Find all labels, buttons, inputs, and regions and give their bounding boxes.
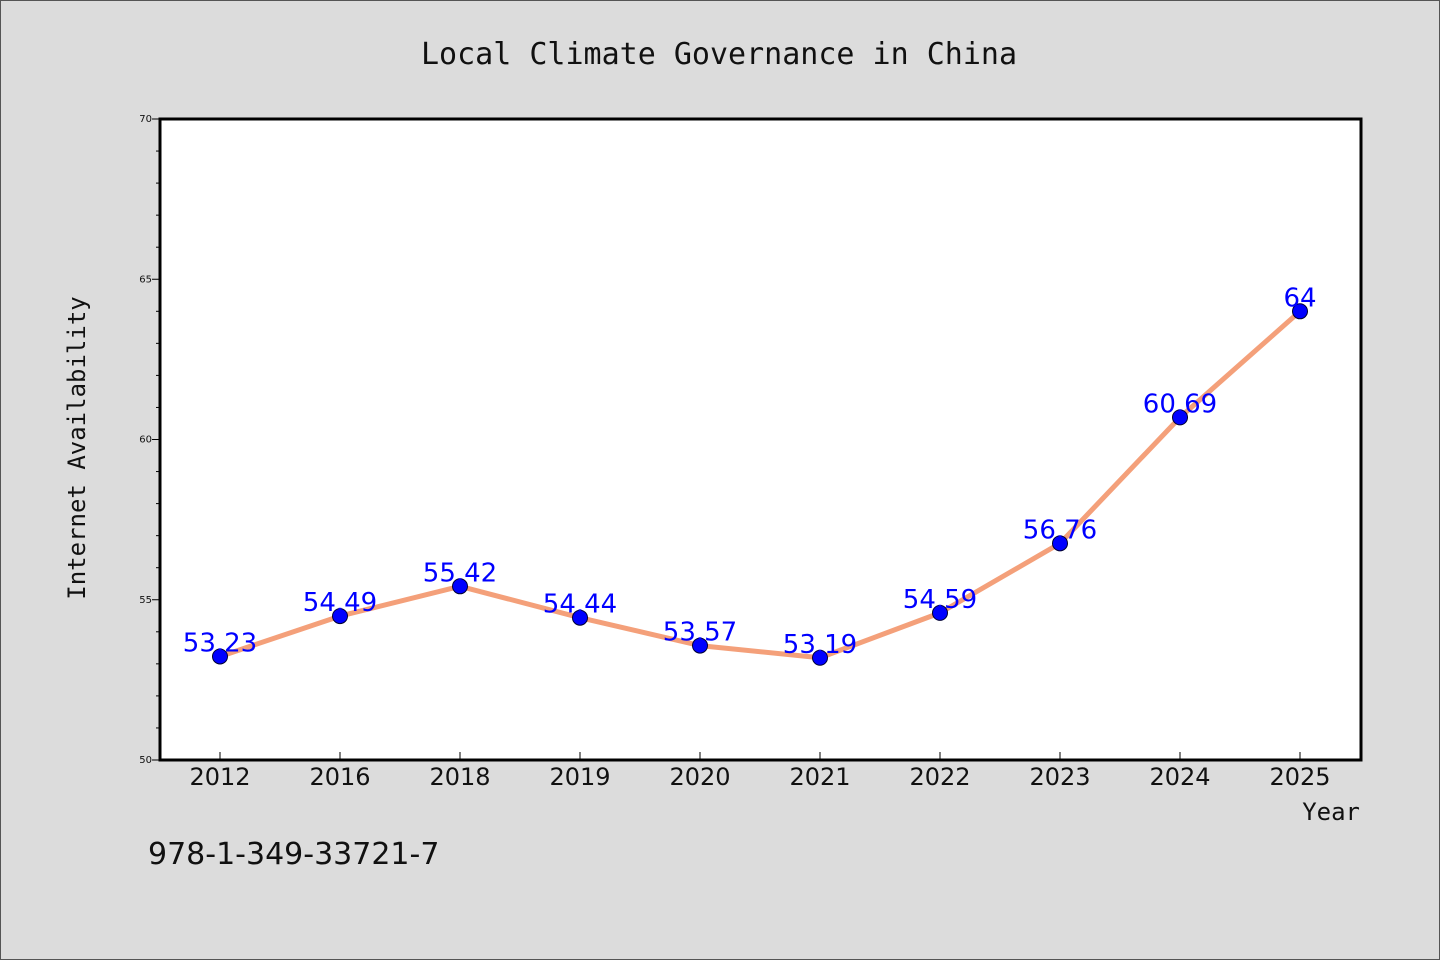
data-label: 60.69 [1143, 389, 1217, 419]
y-tick-label: 60 [139, 435, 152, 446]
data-label: 54.49 [303, 588, 377, 618]
data-point [452, 578, 468, 595]
data-point [932, 604, 948, 621]
x-tick-label: 2012 [189, 763, 250, 791]
x-tick-label: 2022 [909, 763, 970, 791]
y-tick-label: 55 [139, 595, 152, 606]
data-point [1052, 535, 1068, 552]
y-tick-label: 65 [139, 274, 152, 285]
x-tick-label: 2021 [789, 763, 850, 791]
data-label: 54.59 [903, 585, 977, 615]
data-markers [212, 303, 1308, 666]
x-tick-label: 2016 [309, 763, 370, 791]
x-tick-label: 2019 [549, 763, 610, 791]
data-point [1172, 409, 1188, 426]
data-label: 55.42 [423, 558, 497, 588]
plot-area [158, 117, 1363, 762]
data-point [572, 609, 588, 626]
data-label: 53.57 [663, 618, 737, 648]
y-axis: 50 55 60 65 70 [139, 114, 160, 766]
data-point [332, 608, 348, 625]
x-axis-label: Year [1302, 798, 1360, 826]
x-tick-label: 2025 [1269, 763, 1330, 791]
y-axis-label: Internet Availability [63, 296, 91, 599]
isbn-text: 978-1-349-33721-7 [148, 837, 439, 872]
data-point [812, 649, 828, 666]
x-axis: 2012 2016 2018 2019 2020 2021 2022 2023 2024 2025 [189, 752, 1331, 791]
y-tick-label: 70 [139, 114, 152, 125]
data-label: 54.44 [543, 590, 617, 620]
x-tick-label: 2023 [1029, 763, 1090, 791]
data-point [1292, 303, 1308, 320]
data-label: 53.23 [183, 628, 257, 658]
x-tick-label: 2020 [669, 763, 730, 791]
data-point [692, 637, 708, 654]
x-tick-label: 2018 [429, 763, 490, 791]
data-labels: 53.23 54.49 55.42 54.44 53.57 53.19 54.59 56.76… [183, 283, 1317, 659]
y-tick-label: 50 [139, 755, 152, 766]
data-label: 53.19 [783, 630, 857, 660]
data-label: 64 [1283, 283, 1316, 313]
y-minor-ticks [156, 150, 160, 729]
data-label: 56.76 [1023, 515, 1097, 545]
data-point [212, 648, 228, 665]
x-tick-label: 2024 [1149, 763, 1210, 791]
chart-title: Local Climate Governance in China [421, 37, 1017, 72]
series-line [217, 308, 1303, 661]
